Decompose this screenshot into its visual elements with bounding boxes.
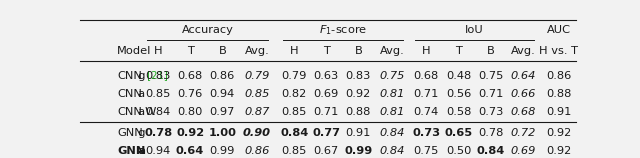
Text: 0.92: 0.92 [546, 128, 572, 138]
Text: GNN: GNN [117, 128, 143, 138]
Text: 0.75: 0.75 [413, 146, 439, 156]
Text: CNN: CNN [117, 70, 142, 81]
Text: 0.67: 0.67 [314, 146, 339, 156]
Text: 0.82: 0.82 [282, 89, 307, 99]
Text: 0.68: 0.68 [510, 107, 536, 117]
Text: 0.91: 0.91 [546, 107, 572, 117]
Text: 0.81: 0.81 [380, 107, 405, 117]
Text: 0.91: 0.91 [346, 128, 371, 138]
Text: 0.85: 0.85 [146, 89, 171, 99]
Text: 0.73: 0.73 [412, 128, 440, 138]
Text: 0.72: 0.72 [510, 128, 536, 138]
Text: g: g [136, 128, 145, 138]
Text: a: a [136, 146, 146, 156]
Text: B: B [355, 46, 362, 56]
Text: 0.92: 0.92 [546, 146, 572, 156]
Text: 0.88: 0.88 [546, 89, 572, 99]
Text: 0.66: 0.66 [510, 89, 536, 99]
Text: Model: Model [117, 46, 152, 56]
Text: Avg.: Avg. [511, 46, 535, 56]
Text: Accuracy: Accuracy [182, 25, 234, 35]
Text: 0.86: 0.86 [210, 70, 235, 81]
Text: T: T [455, 46, 462, 56]
Text: 0.92: 0.92 [176, 128, 204, 138]
Text: 0.79: 0.79 [282, 70, 307, 81]
Text: 0.84: 0.84 [280, 128, 308, 138]
Text: H: H [422, 46, 431, 56]
Text: IoU: IoU [465, 25, 484, 35]
Text: 0.69: 0.69 [510, 146, 536, 156]
Text: 0.56: 0.56 [446, 89, 471, 99]
Text: 0.83: 0.83 [346, 70, 371, 81]
Text: 0.86: 0.86 [546, 70, 572, 81]
Text: 0.71: 0.71 [314, 107, 339, 117]
Text: 0.79: 0.79 [244, 70, 269, 81]
Text: Avg.: Avg. [244, 46, 269, 56]
Text: 0.71: 0.71 [413, 89, 439, 99]
Text: H: H [154, 46, 163, 56]
Text: 0.85: 0.85 [282, 107, 307, 117]
Text: 0.99: 0.99 [344, 146, 372, 156]
Text: B: B [218, 46, 226, 56]
Text: T: T [187, 46, 193, 56]
Text: 0.50: 0.50 [446, 146, 471, 156]
Text: [21]: [21] [144, 70, 168, 81]
Text: AUC: AUC [547, 25, 571, 35]
Text: 0.78: 0.78 [478, 128, 504, 138]
Text: 0.85: 0.85 [244, 89, 269, 99]
Text: 0.88: 0.88 [346, 107, 371, 117]
Text: 0.77: 0.77 [312, 128, 340, 138]
Text: 0.64: 0.64 [176, 146, 204, 156]
Text: 0.68: 0.68 [413, 70, 439, 81]
Text: H vs. T: H vs. T [539, 46, 578, 56]
Text: a: a [136, 89, 145, 99]
Text: 1.00: 1.00 [209, 128, 236, 138]
Text: 0.92: 0.92 [346, 89, 371, 99]
Text: 0.75: 0.75 [380, 70, 405, 81]
Text: 0.87: 0.87 [244, 107, 269, 117]
Text: B: B [487, 46, 495, 56]
Text: 0.73: 0.73 [478, 107, 504, 117]
Text: CNN: CNN [117, 107, 142, 117]
Text: Avg.: Avg. [380, 46, 405, 56]
Text: 0.90: 0.90 [243, 128, 271, 138]
Text: 0.84: 0.84 [477, 146, 505, 156]
Text: 0.63: 0.63 [314, 70, 339, 81]
Text: 0.69: 0.69 [314, 89, 339, 99]
Text: 0.48: 0.48 [446, 70, 471, 81]
Text: 0.84: 0.84 [380, 146, 405, 156]
Text: 0.97: 0.97 [210, 107, 235, 117]
Text: 0.68: 0.68 [177, 70, 203, 81]
Text: 0.94: 0.94 [146, 146, 171, 156]
Text: 0.81: 0.81 [380, 89, 405, 99]
Text: GNN: GNN [117, 146, 145, 156]
Text: aW: aW [136, 107, 156, 117]
Text: 0.85: 0.85 [282, 146, 307, 156]
Text: 0.78: 0.78 [144, 128, 172, 138]
Text: 0.58: 0.58 [446, 107, 471, 117]
Text: 0.83: 0.83 [146, 70, 171, 81]
Text: H: H [290, 46, 299, 56]
Text: CNN: CNN [117, 89, 142, 99]
Text: 0.75: 0.75 [478, 70, 504, 81]
Text: 0.84: 0.84 [380, 128, 405, 138]
Text: 0.71: 0.71 [478, 89, 504, 99]
Text: 0.84: 0.84 [146, 107, 171, 117]
Text: 0.74: 0.74 [413, 107, 439, 117]
Text: 0.99: 0.99 [210, 146, 235, 156]
Text: 0.64: 0.64 [510, 70, 536, 81]
Text: $F_1$-score: $F_1$-score [319, 23, 367, 37]
Text: 0.65: 0.65 [444, 128, 472, 138]
Text: g: g [136, 70, 145, 81]
Text: 0.94: 0.94 [210, 89, 235, 99]
Text: 0.76: 0.76 [177, 89, 203, 99]
Text: 0.86: 0.86 [244, 146, 269, 156]
Text: T: T [323, 46, 330, 56]
Text: 0.80: 0.80 [177, 107, 203, 117]
